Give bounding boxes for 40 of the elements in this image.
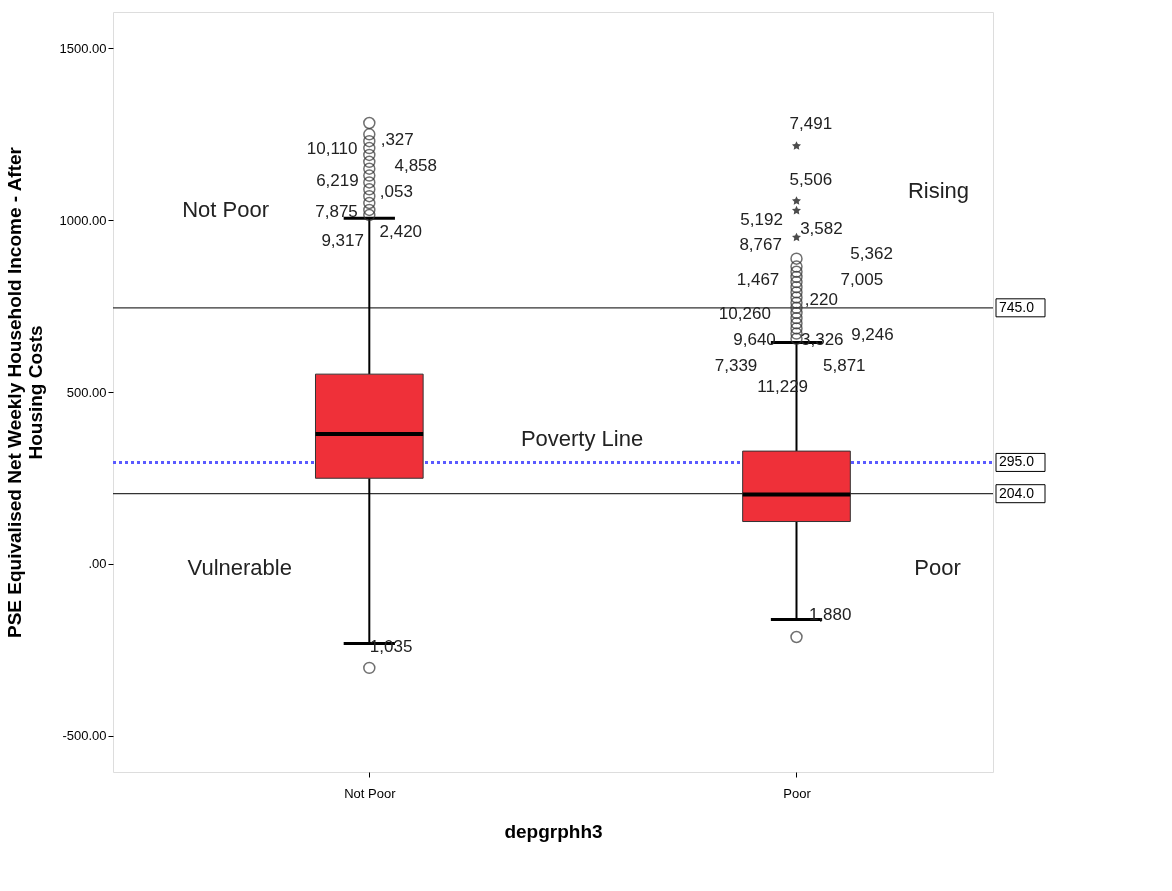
annotation: 10,260 [718, 303, 771, 323]
annotation: 1,880 [808, 605, 852, 625]
annotation: 5,506 [789, 169, 833, 189]
annotation: 9,640 [733, 329, 776, 349]
ref-line-label: 204.0 [999, 484, 1035, 501]
annotation: 10,110 [306, 138, 358, 158]
annotation: Not Poor [182, 197, 270, 223]
annotation: 9,246 [851, 325, 894, 344]
annotation: 5,192 [740, 210, 783, 230]
annotation: Vulnerable [187, 554, 292, 580]
annotation: 6,219 [316, 170, 359, 190]
annotation: ,327 [380, 130, 414, 150]
annotation: 4,858 [394, 155, 437, 175]
annotation: 7,339 [714, 356, 758, 376]
annotation: Poverty Line [520, 426, 644, 452]
annotation: Rising [907, 177, 970, 203]
annotation: 5,362 [850, 244, 893, 264]
annotation: Poor [914, 554, 961, 580]
ref-line-label: 745.0 [999, 298, 1035, 315]
y-tick-label: -500.00 [62, 728, 107, 744]
annotation: 1,467 [736, 270, 780, 290]
annotation: 2,420 [379, 221, 423, 241]
y-tick-label: 1500.00 [59, 40, 107, 56]
annotation: 3,326 [801, 329, 844, 349]
annotation: 1,035 [369, 637, 413, 657]
annotation: 7,491 [789, 113, 833, 133]
annotation: ,053 [379, 182, 413, 202]
y-tick-label: 1000.00 [59, 212, 107, 228]
annotation: ,220 [804, 290, 838, 310]
annotation: 8,767 [739, 235, 782, 255]
y-tick-label: .00 [88, 556, 107, 572]
annotation: 5,871 [823, 356, 866, 376]
annotation: 7,005 [840, 270, 884, 290]
annotation: 9,317 [321, 230, 364, 250]
x-axis-title: depgrphh3 [504, 820, 603, 842]
annotation: 7,875 [315, 201, 358, 221]
annotation: 3,582 [800, 219, 843, 239]
ref-line-label: 295.0 [999, 453, 1035, 470]
y-axis-title: PSE Equivalised Net Weekly Household Income - After Housing Costs [3, 146, 46, 638]
y-tick-label: 500.00 [66, 384, 107, 400]
